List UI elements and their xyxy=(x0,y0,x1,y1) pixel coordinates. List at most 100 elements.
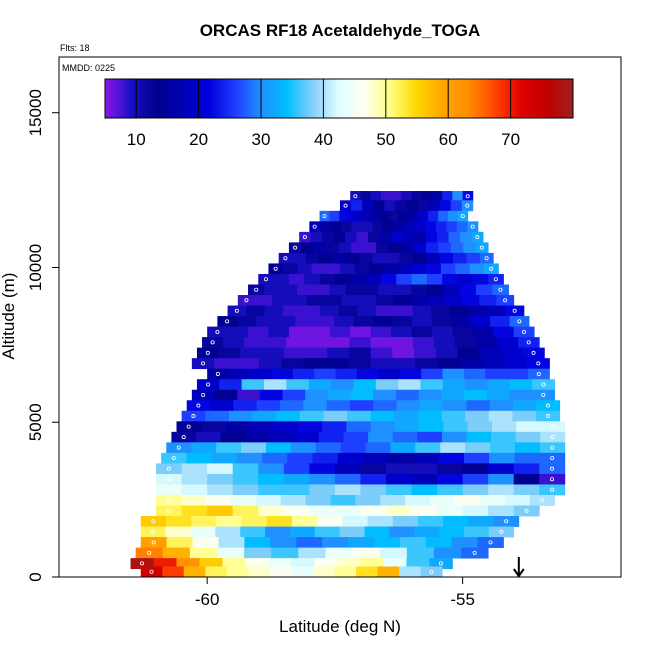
heatmap-cell xyxy=(305,347,328,359)
heatmap-cell xyxy=(513,400,537,412)
heatmap-cell xyxy=(340,263,356,275)
heatmap-cell xyxy=(258,273,274,285)
heatmap-cell xyxy=(296,537,323,548)
heatmap-cell xyxy=(369,263,384,275)
colorbar-segment xyxy=(145,79,150,118)
colorbar-segment xyxy=(504,79,508,118)
heatmap-cell xyxy=(391,337,414,349)
heatmap-cell xyxy=(461,200,474,212)
heatmap-cell xyxy=(372,221,384,233)
colorbar-segment xyxy=(566,79,571,118)
heatmap-cell xyxy=(165,516,192,527)
heatmap-cell xyxy=(226,566,249,578)
heatmap-cell xyxy=(408,210,419,222)
heatmap-cell xyxy=(329,210,340,222)
heatmap-cell xyxy=(281,358,304,370)
colorbar-segment xyxy=(382,79,387,118)
heatmap-cell xyxy=(340,442,366,454)
heatmap-cell xyxy=(283,305,303,317)
colorbar-segment xyxy=(348,79,352,118)
heatmap-cell xyxy=(319,273,336,285)
heatmap-cell xyxy=(362,221,373,233)
heatmap-cell xyxy=(488,484,515,496)
colorbar-segment xyxy=(541,79,546,118)
heatmap-cell xyxy=(216,547,245,559)
heatmap-cell xyxy=(531,389,555,401)
heatmap-cell xyxy=(463,452,490,464)
heatmap-cell xyxy=(312,452,339,464)
heatmap-cell xyxy=(320,305,340,317)
heatmap-cell xyxy=(420,379,444,391)
heatmap-cell xyxy=(465,410,490,422)
heatmap-cell xyxy=(345,252,360,264)
heatmap-cell xyxy=(452,191,464,202)
heatmap-cell xyxy=(375,379,399,391)
colorbar-segment xyxy=(133,79,137,118)
heatmap-cell xyxy=(488,463,515,475)
heatmap-cell xyxy=(222,558,246,570)
heatmap-cell xyxy=(325,263,341,275)
heatmap-cell xyxy=(393,221,405,233)
heatmap-cell xyxy=(472,273,489,285)
heatmap-cell xyxy=(314,316,335,327)
heatmap-cell xyxy=(214,389,238,401)
heatmap-cell xyxy=(513,473,540,485)
heatmap-cell xyxy=(462,473,489,485)
colorbar-segment xyxy=(214,79,218,118)
heatmap-cell xyxy=(236,452,263,464)
heatmap-cell xyxy=(264,284,282,296)
heatmap-cell xyxy=(228,368,251,380)
heatmap-cell xyxy=(484,263,499,275)
colorbar-segment xyxy=(463,79,468,118)
colorbar-segment xyxy=(516,79,521,118)
heatmap-cell xyxy=(475,242,489,254)
heatmap-cell xyxy=(393,295,411,306)
heatmap-cell xyxy=(156,494,182,506)
heatmap-cell xyxy=(513,463,540,475)
heatmap-cell xyxy=(299,231,312,243)
heatmap-cell xyxy=(180,494,207,506)
sample-point xyxy=(166,466,171,471)
heatmap-cell xyxy=(363,242,377,254)
heatmap-cell xyxy=(289,295,308,306)
heatmap-cell xyxy=(468,516,495,527)
heatmap-cell xyxy=(349,400,374,412)
heatmap-cell xyxy=(216,516,242,527)
heatmap-cell xyxy=(334,473,361,485)
heatmap-cell xyxy=(135,547,164,559)
heatmap-cell xyxy=(378,284,396,296)
heatmap-cell xyxy=(496,295,515,306)
sample-point xyxy=(273,266,278,271)
colorbar-segment xyxy=(226,79,231,118)
heatmap-cell xyxy=(279,400,304,412)
heatmap-cell xyxy=(389,526,415,538)
colorbar-segment xyxy=(454,79,459,118)
sample-point xyxy=(550,435,555,440)
colorbar-segment xyxy=(488,79,493,118)
heatmap-cell xyxy=(358,295,377,306)
heatmap-cell xyxy=(350,326,372,338)
heatmap-cell xyxy=(365,273,382,285)
heatmap-cell xyxy=(252,410,277,422)
heatmap-cell xyxy=(273,421,299,433)
colorbar-segment xyxy=(357,79,362,118)
sample-point xyxy=(540,498,545,503)
heatmap-cell xyxy=(497,337,519,349)
heatmap-cell xyxy=(318,431,344,443)
heatmap-cell xyxy=(205,566,228,578)
colorbar-tick-label: 60 xyxy=(439,130,458,149)
heatmap-cell xyxy=(380,494,406,506)
y-axis: 0 5000 10000 15000 xyxy=(26,89,59,582)
colorbar-segment xyxy=(245,79,250,118)
colorbar-segment xyxy=(179,79,184,118)
heatmap-cell xyxy=(240,526,266,538)
heatmap-cell xyxy=(207,326,228,338)
heatmap-cell xyxy=(428,200,441,212)
heatmap-cell xyxy=(348,537,375,548)
heatmap-cell xyxy=(373,316,394,327)
heatmap-cell xyxy=(425,242,439,254)
colorbar-segment xyxy=(279,79,284,118)
x-tick-label: -55 xyxy=(450,590,475,609)
sample-point xyxy=(166,487,171,492)
heatmap-cell xyxy=(334,484,361,496)
